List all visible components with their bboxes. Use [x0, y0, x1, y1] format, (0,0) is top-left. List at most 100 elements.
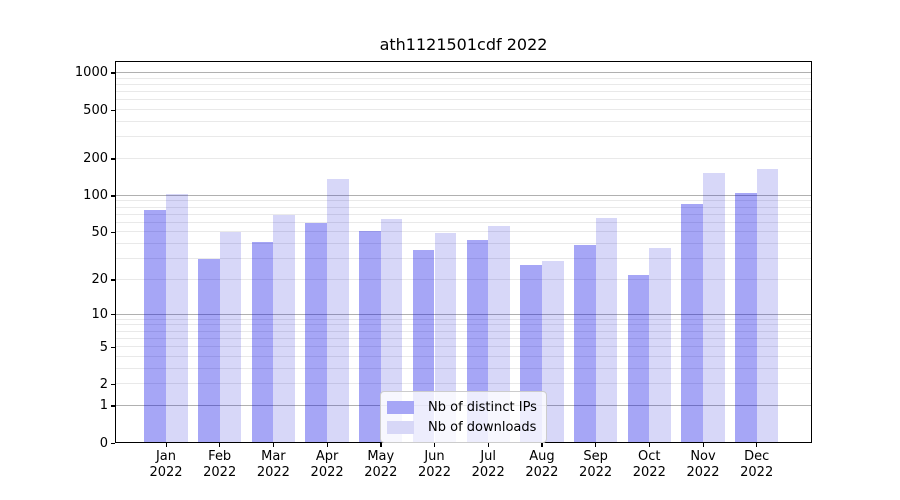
gridline-minor: [115, 330, 812, 332]
bar-distinct-ips-jan: [144, 209, 166, 443]
x-tick-mark: [380, 443, 382, 447]
gridline-minor: [115, 367, 812, 369]
x-tick-label: Apr 2022: [310, 449, 344, 480]
x-tick-label: Jun 2022: [417, 449, 452, 480]
bar-distinct-ips-feb: [198, 259, 220, 443]
gridline-minor: [115, 206, 812, 208]
gridline-major: [115, 194, 812, 196]
gridline-minor: [115, 324, 812, 326]
gridline-minor: [115, 346, 812, 348]
y-tick-label: 10: [91, 307, 108, 323]
y-tick-mark: [111, 158, 115, 160]
bar-distinct-ips-sep: [573, 245, 596, 443]
y-tick-label: 20: [91, 272, 108, 288]
chart-title: ath1121501cdf 2022: [379, 35, 548, 54]
bar-downloads-jun: [434, 233, 457, 443]
x-tick-label: May 2022: [364, 449, 398, 480]
x-tick-label: Aug 2022: [525, 449, 559, 480]
y-tick-mark: [111, 383, 115, 385]
legend-item-downloads: Nb of downloads: [387, 417, 537, 437]
gridline-minor: [115, 200, 812, 202]
y-tick-mark: [111, 442, 115, 444]
bar-distinct-ips-mar: [251, 241, 274, 443]
gridline-minor: [115, 91, 812, 93]
x-tick-label: Jan 2022: [149, 449, 183, 480]
gridline-minor: [115, 383, 812, 385]
bar-downloads-aug: [541, 260, 564, 443]
y-tick-mark: [111, 314, 115, 316]
gridline-major: [115, 313, 812, 315]
gridline-minor: [115, 77, 812, 79]
legend-swatch-downloads: [387, 420, 414, 434]
gridline-minor: [115, 278, 812, 280]
bar-distinct-ips-oct: [627, 275, 650, 443]
y-tick-label: 0: [99, 435, 108, 451]
legend-label-downloads: Nb of downloads: [428, 419, 537, 435]
gridline-minor: [115, 136, 812, 138]
bar-distinct-ips-dec: [735, 192, 757, 443]
bar-downloads-mar: [273, 215, 296, 443]
x-tick-mark: [219, 443, 221, 447]
bar-downloads-apr: [327, 179, 349, 443]
bar-downloads-feb: [219, 232, 242, 443]
gridline-minor: [115, 221, 812, 223]
y-tick-mark: [111, 346, 115, 348]
bar-downloads-may: [380, 218, 403, 443]
y-tick-label: 5: [99, 339, 108, 355]
bar-downloads-nov: [703, 172, 725, 443]
y-tick-label: 200: [83, 151, 108, 167]
gridline-minor: [115, 258, 812, 260]
legend-label-distinct-ips: Nb of distinct IPs: [428, 399, 537, 415]
bar-downloads-sep: [595, 217, 618, 443]
gridline-minor: [115, 83, 812, 85]
gridline-minor: [115, 337, 812, 339]
x-tick-mark: [434, 443, 436, 447]
x-tick-mark: [595, 443, 597, 447]
x-tick-label: Feb 2022: [203, 449, 237, 480]
x-tick-label: Nov 2022: [686, 449, 720, 480]
gridline-minor: [115, 243, 812, 245]
x-tick-label: Oct 2022: [632, 449, 666, 480]
gridline-minor: [115, 231, 812, 233]
gridline-minor: [115, 109, 812, 111]
gridline-minor: [115, 318, 812, 320]
bar-distinct-ips-apr: [305, 222, 328, 443]
y-tick-label: 100: [83, 188, 108, 204]
x-tick-mark: [541, 443, 543, 447]
gridline-minor: [115, 157, 812, 159]
y-tick-mark: [111, 231, 115, 234]
y-tick-mark: [111, 279, 115, 281]
gridline-minor: [115, 213, 812, 215]
legend-item-distinct-ips: Nb of distinct IPs: [387, 397, 537, 417]
legend: Nb of distinct IPs Nb of downloads: [380, 391, 547, 443]
x-tick-mark: [702, 443, 704, 447]
gridline-minor: [115, 120, 812, 122]
bar-downloads-oct: [649, 248, 671, 443]
bar-downloads-dec: [756, 168, 779, 443]
y-tick-mark: [111, 72, 115, 74]
x-tick-mark: [648, 443, 651, 447]
bar-distinct-ips-may: [359, 231, 381, 443]
y-tick-label: 1: [99, 398, 108, 414]
gridline-major: [115, 71, 812, 73]
bar-distinct-ips-nov: [681, 204, 703, 443]
x-tick-mark: [487, 443, 489, 447]
bar-downloads-jan: [166, 193, 188, 443]
x-tick-label: Mar 2022: [256, 449, 290, 480]
x-tick-label: Jul 2022: [471, 449, 505, 480]
legend-swatch-distinct-ips: [387, 400, 414, 414]
y-tick-label: 1000: [74, 65, 108, 81]
x-tick-mark: [326, 443, 328, 447]
gridline-minor: [115, 355, 812, 357]
bar-downloads-jul: [488, 226, 510, 443]
y-tick-mark: [111, 405, 115, 407]
y-tick-label: 50: [91, 224, 108, 240]
gridline-minor: [115, 99, 812, 101]
x-tick-mark: [756, 443, 758, 447]
y-tick-label: 500: [83, 102, 108, 118]
y-tick-mark: [111, 195, 115, 197]
x-tick-mark: [272, 443, 275, 447]
x-tick-mark: [165, 443, 167, 447]
x-tick-label: Sep 2022: [579, 449, 613, 480]
